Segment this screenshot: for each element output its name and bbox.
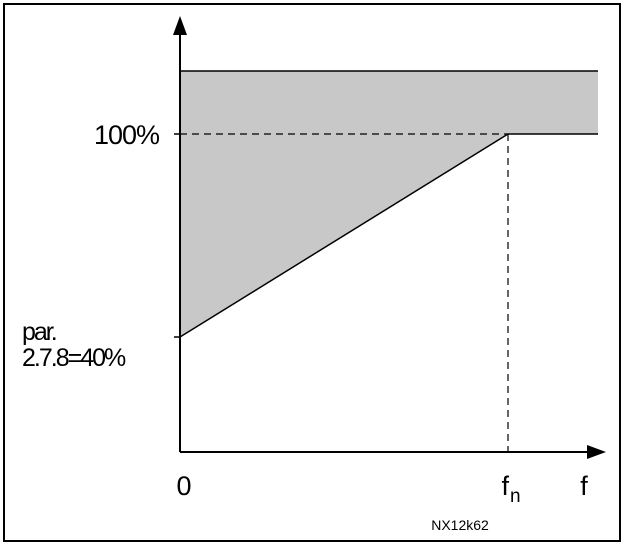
label-fn-subscript: n <box>510 486 521 507</box>
y-axis-arrow-icon <box>173 16 187 35</box>
label-par-value: 2.7.8=40% <box>22 344 126 372</box>
shaded-region <box>180 71 598 337</box>
frame <box>3 3 621 542</box>
label-zero: 0 <box>176 471 191 501</box>
label-fn: f <box>501 471 509 501</box>
label-par: par. <box>22 318 56 346</box>
x-axis-arrow-icon <box>587 445 606 459</box>
figure-code: NX12k62 <box>431 517 489 533</box>
label-f: f <box>580 471 588 501</box>
label-fn-base: f <box>501 471 509 501</box>
label-100-percent: 100% <box>94 120 160 150</box>
